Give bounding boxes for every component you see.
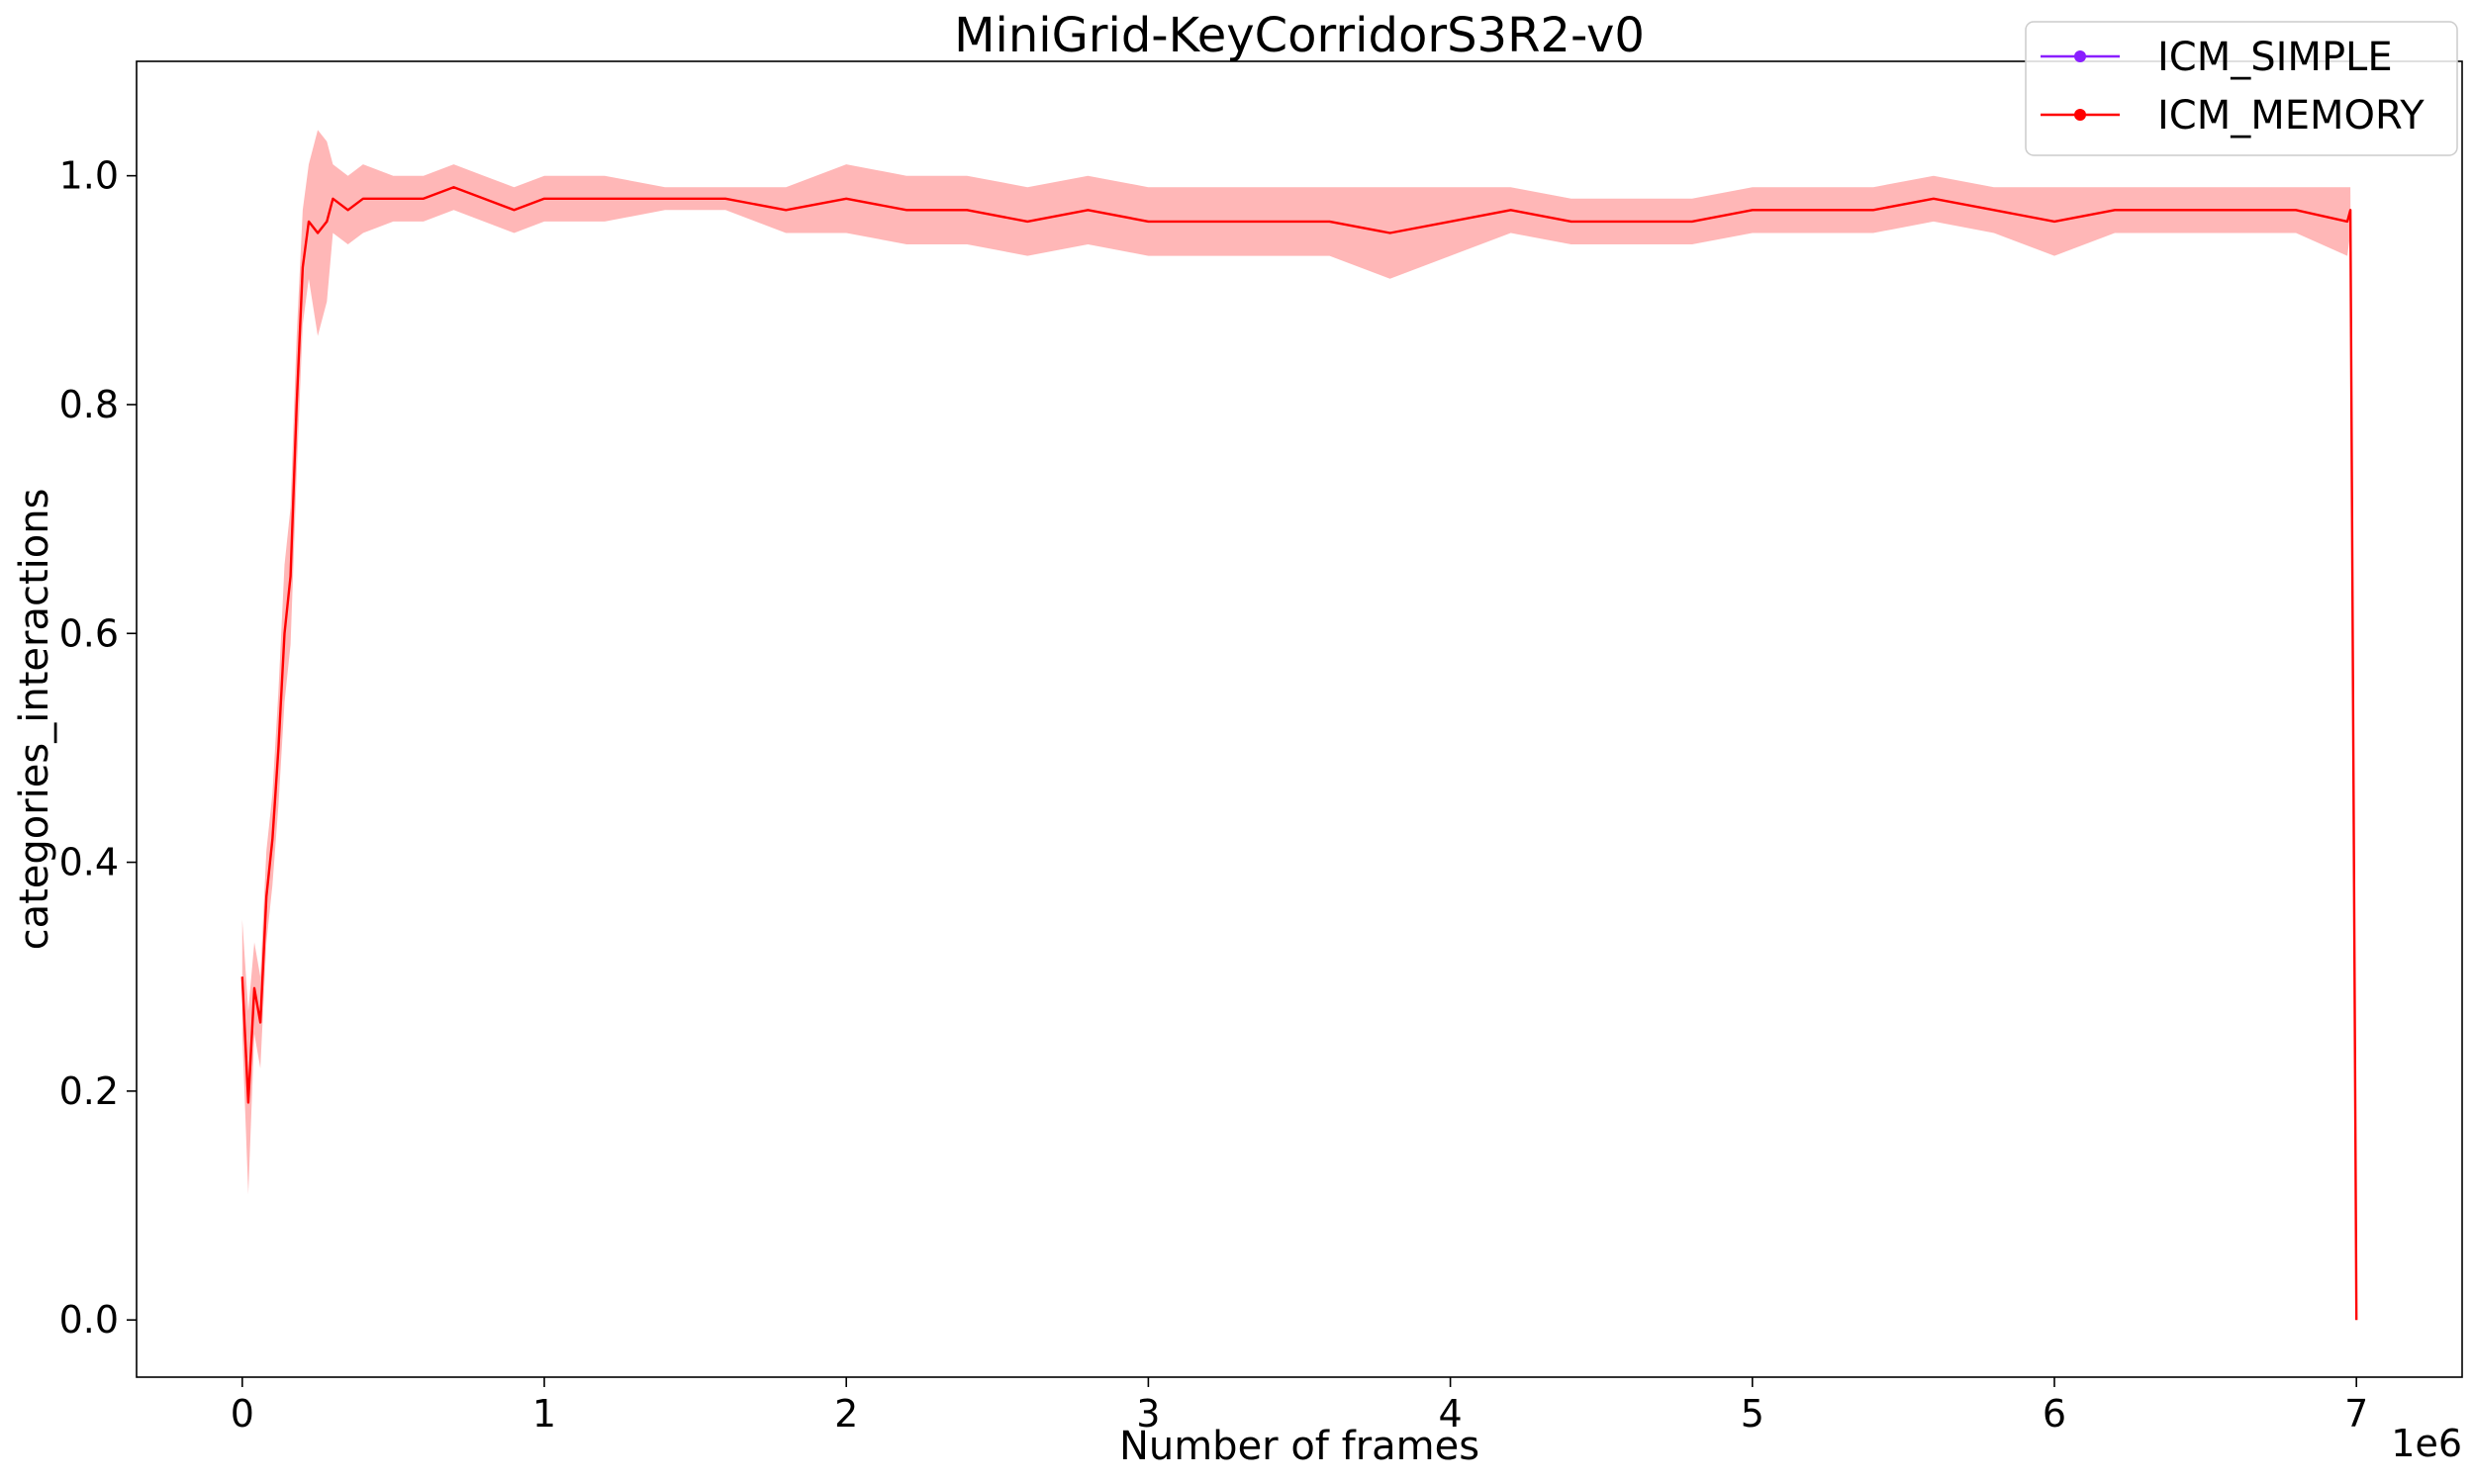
x-axis-label: Number of frames bbox=[1119, 1424, 1479, 1469]
series-line-layer bbox=[240, 185, 2358, 1321]
series-line-1 bbox=[240, 185, 2358, 1321]
y-axis: 0.0 0.2 0.4 0.6 0.8 1.0 bbox=[59, 154, 137, 1342]
legend-frame bbox=[2025, 21, 2458, 156]
x-tick-label: 4 bbox=[1439, 1392, 1463, 1436]
legend-label-1: ICM_MEMORY bbox=[2157, 93, 2425, 139]
y-tick-label: 0.2 bbox=[59, 1069, 119, 1113]
x-tick-label: 1 bbox=[532, 1392, 556, 1436]
plot-frame bbox=[136, 60, 2463, 1378]
legend-marker-0 bbox=[2074, 50, 2086, 62]
y-tick-label: 0.4 bbox=[59, 841, 119, 884]
x-axis: 0 1 2 3 4 5 6 7 bbox=[231, 1377, 2368, 1436]
y-tick-label: 1.0 bbox=[59, 154, 119, 198]
legend-label-0: ICM_SIMPLE bbox=[2157, 35, 2393, 80]
y-axis-label: categories_interactions bbox=[12, 489, 57, 951]
x-tick-label: 3 bbox=[1136, 1392, 1160, 1436]
x-tick-label: 6 bbox=[2043, 1392, 2066, 1436]
y-tick-label: 0.6 bbox=[59, 611, 119, 655]
chart-title: MiniGrid-KeyCorridorS3R2-v0 bbox=[954, 8, 1645, 63]
x-tick-label: 5 bbox=[1741, 1392, 1764, 1436]
legend-marker-1 bbox=[2074, 109, 2086, 121]
legend: ICM_SIMPLE ICM_MEMORY bbox=[2025, 21, 2458, 156]
y-tick-label: 0.0 bbox=[59, 1298, 119, 1342]
x-axis-offset-label: 1e6 bbox=[2391, 1422, 2462, 1465]
x-tick-label: 7 bbox=[2344, 1392, 2368, 1436]
x-tick-label: 2 bbox=[834, 1392, 858, 1436]
x-tick-label: 0 bbox=[231, 1392, 254, 1436]
y-tick-label: 0.8 bbox=[59, 383, 119, 426]
